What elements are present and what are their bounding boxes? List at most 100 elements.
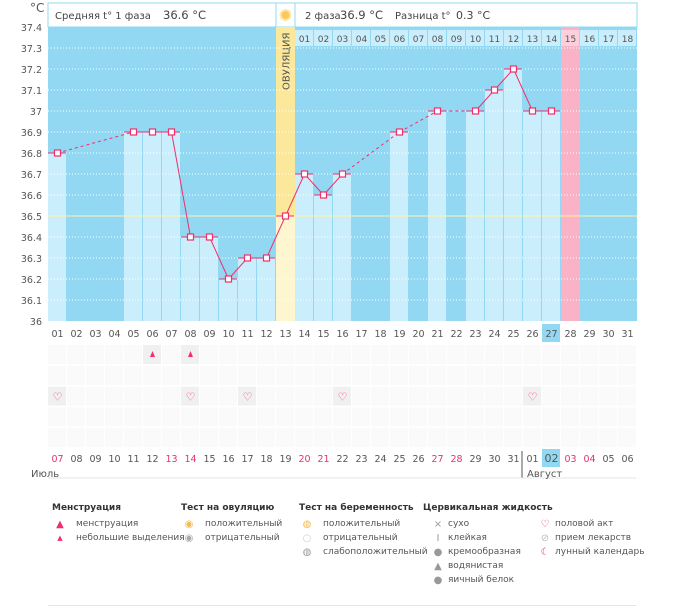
calendar-date: 23 (355, 454, 367, 465)
icon-cell (219, 407, 237, 427)
cycle-day: 26 (526, 329, 538, 340)
cycle-day: 19 (393, 329, 405, 340)
phase2-day: 03 (337, 35, 348, 45)
temperature-point (490, 86, 499, 94)
icon-cell (314, 407, 332, 427)
temperature-bar (257, 258, 275, 321)
icon-cell (428, 428, 446, 448)
icon-cell (561, 345, 579, 364)
icon-cell (504, 345, 522, 364)
phase2-day: 08 (432, 35, 444, 45)
phase2-day: 07 (413, 35, 424, 45)
phase2-day: 12 (508, 35, 519, 45)
icon-cell (124, 407, 142, 427)
icon-cell (409, 407, 427, 427)
temperature-line (266, 215, 286, 259)
temperature-bar (124, 132, 142, 321)
icon-cell (295, 386, 313, 406)
phase2-day-cell (447, 30, 465, 46)
icon-cell (485, 386, 503, 406)
calendar-date: 06 (621, 454, 633, 465)
header-box (47, 2, 638, 28)
cycle-day: 13 (279, 329, 291, 340)
icon-cell (67, 345, 85, 364)
icon-cell (390, 407, 408, 427)
y-tick: 36.8 (21, 149, 42, 160)
icon-cell (447, 428, 465, 448)
icon-cell (523, 428, 541, 448)
icon-cell (295, 428, 313, 448)
icon-cell (447, 365, 465, 385)
icon-cell (124, 386, 142, 406)
icon-cell (67, 428, 85, 448)
icon-cell (409, 386, 427, 406)
icon-cell (181, 365, 199, 385)
icon-cell (200, 345, 218, 364)
today-highlight (542, 449, 560, 467)
temperature-point (186, 233, 195, 241)
icon-cell (86, 407, 104, 427)
temperature-bar (333, 174, 351, 321)
calendar-date: 27 (431, 454, 443, 465)
icon-cell (523, 345, 541, 364)
heart-icon: ♡ (338, 391, 348, 404)
moon-icon: ☾ (540, 546, 550, 558)
icon-cell (542, 386, 560, 406)
icon-cell (561, 386, 579, 406)
icon-cell (162, 428, 180, 448)
icon-cell (618, 386, 636, 406)
calendar-date: 08 (70, 454, 82, 465)
icon-cell (181, 428, 199, 448)
icon-cell (143, 386, 161, 406)
icon-cell (409, 365, 427, 385)
icon-cell (485, 407, 503, 427)
icon-cell (124, 365, 142, 385)
phase1-label: Средняя t° 1 фаза (55, 11, 151, 22)
calendar-date: 04 (583, 454, 595, 465)
temperature-point (547, 107, 556, 115)
icon-cell (181, 386, 199, 406)
temperature-bar (238, 258, 256, 321)
calendar-date: 25 (393, 454, 405, 465)
calendar-date: 30 (488, 454, 500, 465)
icon-cell (561, 428, 579, 448)
icon-cell (447, 345, 465, 364)
icon-cell (143, 428, 161, 448)
icon-cell (428, 386, 446, 406)
icon-cell (561, 365, 579, 385)
icon-cell (371, 428, 389, 448)
temperature-point (262, 254, 271, 262)
icon-cell (504, 428, 522, 448)
phase2-day-cell (561, 30, 579, 46)
icon-cell (105, 386, 123, 406)
dry-icon: × (433, 518, 443, 530)
cycle-day: 11 (241, 329, 253, 340)
temperature-point (129, 128, 138, 136)
calendar-date: 01 (526, 454, 538, 465)
icon-cell (67, 407, 85, 427)
phase2-day: 15 (565, 35, 576, 45)
icon-cell (238, 407, 256, 427)
legend-pregnancy-test: Тест на беременность ◍ положительный ○ отр… (299, 503, 428, 558)
icon-cell (48, 345, 66, 364)
temperature-point (281, 212, 290, 220)
icon-cell (276, 386, 294, 406)
ovulation-negative-icon: ◉ (184, 532, 194, 544)
watery-icon: ▲ (434, 560, 442, 572)
icon-cell (295, 345, 313, 364)
temperature-line (171, 131, 191, 238)
icon-cell (618, 407, 636, 427)
icon-cell (48, 365, 66, 385)
icon-cell (390, 386, 408, 406)
bottom-divider (48, 605, 636, 606)
icon-cell (523, 386, 541, 406)
phase2-value: 36.9 °C (340, 8, 383, 22)
heart-icon: ♡ (540, 518, 550, 530)
icon-cell (105, 345, 123, 364)
cycle-day: 03 (89, 329, 101, 340)
y-tick: 37 (30, 107, 42, 118)
icon-cell (257, 345, 275, 364)
icon-cell (257, 386, 275, 406)
spotting-icon: ▲ (57, 534, 63, 542)
icon-cell (409, 428, 427, 448)
